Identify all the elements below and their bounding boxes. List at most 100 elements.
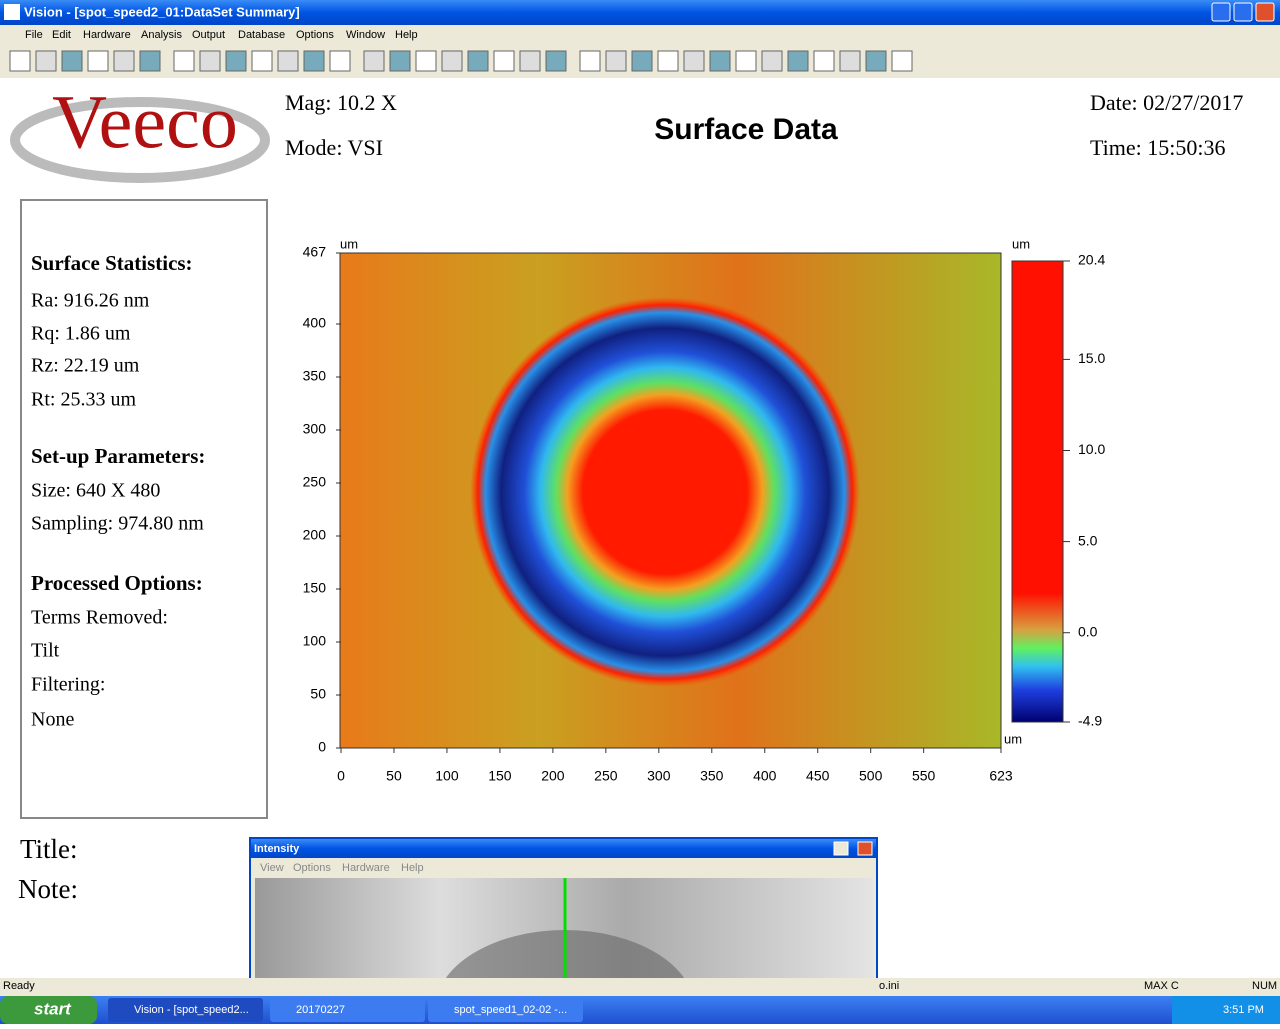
y-unit: um xyxy=(340,236,358,251)
task-button[interactable] xyxy=(270,998,425,1022)
toolbar-button[interactable] xyxy=(865,50,887,72)
toolbar-button[interactable] xyxy=(631,50,653,72)
window-title: Vision - [spot_speed2_01:DataSet Summary… xyxy=(24,4,300,19)
note-label: Note: xyxy=(18,874,78,904)
stat-line: Ra: 916.26 nm xyxy=(31,290,150,312)
x-tick-label: 150 xyxy=(488,768,512,784)
stat-line: Rz: 22.19 um xyxy=(31,355,140,377)
toolbar-button[interactable] xyxy=(113,50,135,72)
menu-item[interactable]: Options xyxy=(296,29,334,41)
title-bar xyxy=(0,0,1280,25)
menu-item[interactable]: Analysis xyxy=(141,29,182,41)
section-heading: Surface Statistics: xyxy=(31,251,193,275)
toolbar-button[interactable] xyxy=(173,50,195,72)
task-button[interactable] xyxy=(108,998,263,1022)
intensity-menu-item[interactable]: View xyxy=(260,862,284,874)
menu-item[interactable]: Database xyxy=(238,29,285,41)
y-tick-label: 50 xyxy=(310,686,326,702)
toolbar-button[interactable] xyxy=(251,50,273,72)
section-heading: Processed Options: xyxy=(31,571,203,595)
toolbar-button[interactable] xyxy=(61,50,83,72)
colorbar-tick-label: 0.0 xyxy=(1078,623,1098,639)
y-tick-label: 100 xyxy=(303,633,327,649)
toolbar-button[interactable] xyxy=(139,50,161,72)
x-tick-label: 300 xyxy=(647,768,671,784)
start-button[interactable] xyxy=(0,996,97,1024)
toolbar-button[interactable] xyxy=(579,50,601,72)
toolbar-button[interactable] xyxy=(441,50,463,72)
toolbar-button[interactable] xyxy=(761,50,783,72)
x-tick-label: 50 xyxy=(386,768,402,784)
menu-item[interactable]: Output xyxy=(192,29,225,41)
task-label[interactable]: Vision - [spot_speed2... xyxy=(134,1004,249,1016)
toolbar-button[interactable] xyxy=(545,50,567,72)
y-tick-label: 0 xyxy=(318,739,326,755)
close[interactable] xyxy=(1255,2,1275,22)
colorbar-tick-label: 15.0 xyxy=(1078,350,1105,366)
stat-line: Rt: 25.33 um xyxy=(31,389,136,411)
menu-item[interactable]: Help xyxy=(395,29,418,41)
x-tick-label: 500 xyxy=(859,768,883,784)
toolbar-button[interactable] xyxy=(329,50,351,72)
mag: Mag: 10.2 X xyxy=(285,90,397,115)
colorbar-unit: um xyxy=(1012,236,1030,251)
toolbar-button[interactable] xyxy=(87,50,109,72)
toolbar-button[interactable] xyxy=(493,50,515,72)
page-title: Surface Data xyxy=(654,113,838,146)
task-button[interactable] xyxy=(428,998,583,1022)
start-label[interactable]: start xyxy=(34,999,72,1018)
toolbar-button[interactable] xyxy=(389,50,411,72)
toolbar-button[interactable] xyxy=(813,50,835,72)
task-label[interactable]: 20170227 xyxy=(296,1004,345,1016)
intensity-menu-item[interactable]: Hardware xyxy=(342,862,390,874)
minimize[interactable] xyxy=(1211,2,1231,22)
toolbar-button[interactable] xyxy=(787,50,809,72)
toolbar-button[interactable] xyxy=(519,50,541,72)
toolbar-button[interactable] xyxy=(605,50,627,72)
task-label[interactable]: spot_speed1_02-02 -... xyxy=(454,1004,567,1016)
toolbar-button[interactable] xyxy=(415,50,437,72)
menu-item[interactable]: Edit xyxy=(52,29,71,41)
toolbar-button[interactable] xyxy=(891,50,913,72)
toolbar-button[interactable] xyxy=(683,50,705,72)
time: Time: 15:50:36 xyxy=(1090,135,1226,160)
colorbar-tick-label: 20.4 xyxy=(1078,252,1105,268)
intensity-close[interactable] xyxy=(857,841,873,856)
toolbar-button[interactable] xyxy=(303,50,325,72)
menu-item[interactable]: Window xyxy=(346,29,385,41)
status-text: o.ini xyxy=(879,980,899,992)
y-tick-label: 400 xyxy=(303,315,327,331)
menu-item[interactable]: File xyxy=(25,29,43,41)
mode: Mode: VSI xyxy=(285,135,383,160)
toolbar-button[interactable] xyxy=(199,50,221,72)
x-tick-label: 550 xyxy=(912,768,936,784)
status-caps: MAX C xyxy=(1144,980,1179,992)
intensity-title-bar xyxy=(251,839,876,858)
intensity-menu-item[interactable]: Help xyxy=(401,862,424,874)
stat-line: None xyxy=(31,709,74,731)
maximize[interactable] xyxy=(1233,2,1253,22)
y-tick-label: 300 xyxy=(303,421,327,437)
toolbar-button[interactable] xyxy=(467,50,489,72)
x-tick-label: 450 xyxy=(806,768,830,784)
intensity-menu-item[interactable]: Options xyxy=(293,862,331,874)
section-heading: Set-up Parameters: xyxy=(31,444,205,468)
colorbar-unit: um xyxy=(1004,731,1022,746)
stat-line: Tilt xyxy=(31,640,60,662)
toolbar-button[interactable] xyxy=(709,50,731,72)
toolbar-button[interactable] xyxy=(225,50,247,72)
x-tick-label: 400 xyxy=(753,768,777,784)
toolbar-button[interactable] xyxy=(735,50,757,72)
stats-box xyxy=(20,199,268,819)
toolbar-button[interactable] xyxy=(277,50,299,72)
toolbar-button[interactable] xyxy=(363,50,385,72)
toolbar-button[interactable] xyxy=(657,50,679,72)
toolbar-button[interactable] xyxy=(9,50,31,72)
intensity-title: Intensity xyxy=(254,843,300,855)
menu-item[interactable]: Hardware xyxy=(83,29,131,41)
toolbar-button[interactable] xyxy=(839,50,861,72)
x-tick-label: 350 xyxy=(700,768,724,784)
toolbar-button[interactable] xyxy=(35,50,57,72)
intensity-restore[interactable] xyxy=(833,841,849,856)
